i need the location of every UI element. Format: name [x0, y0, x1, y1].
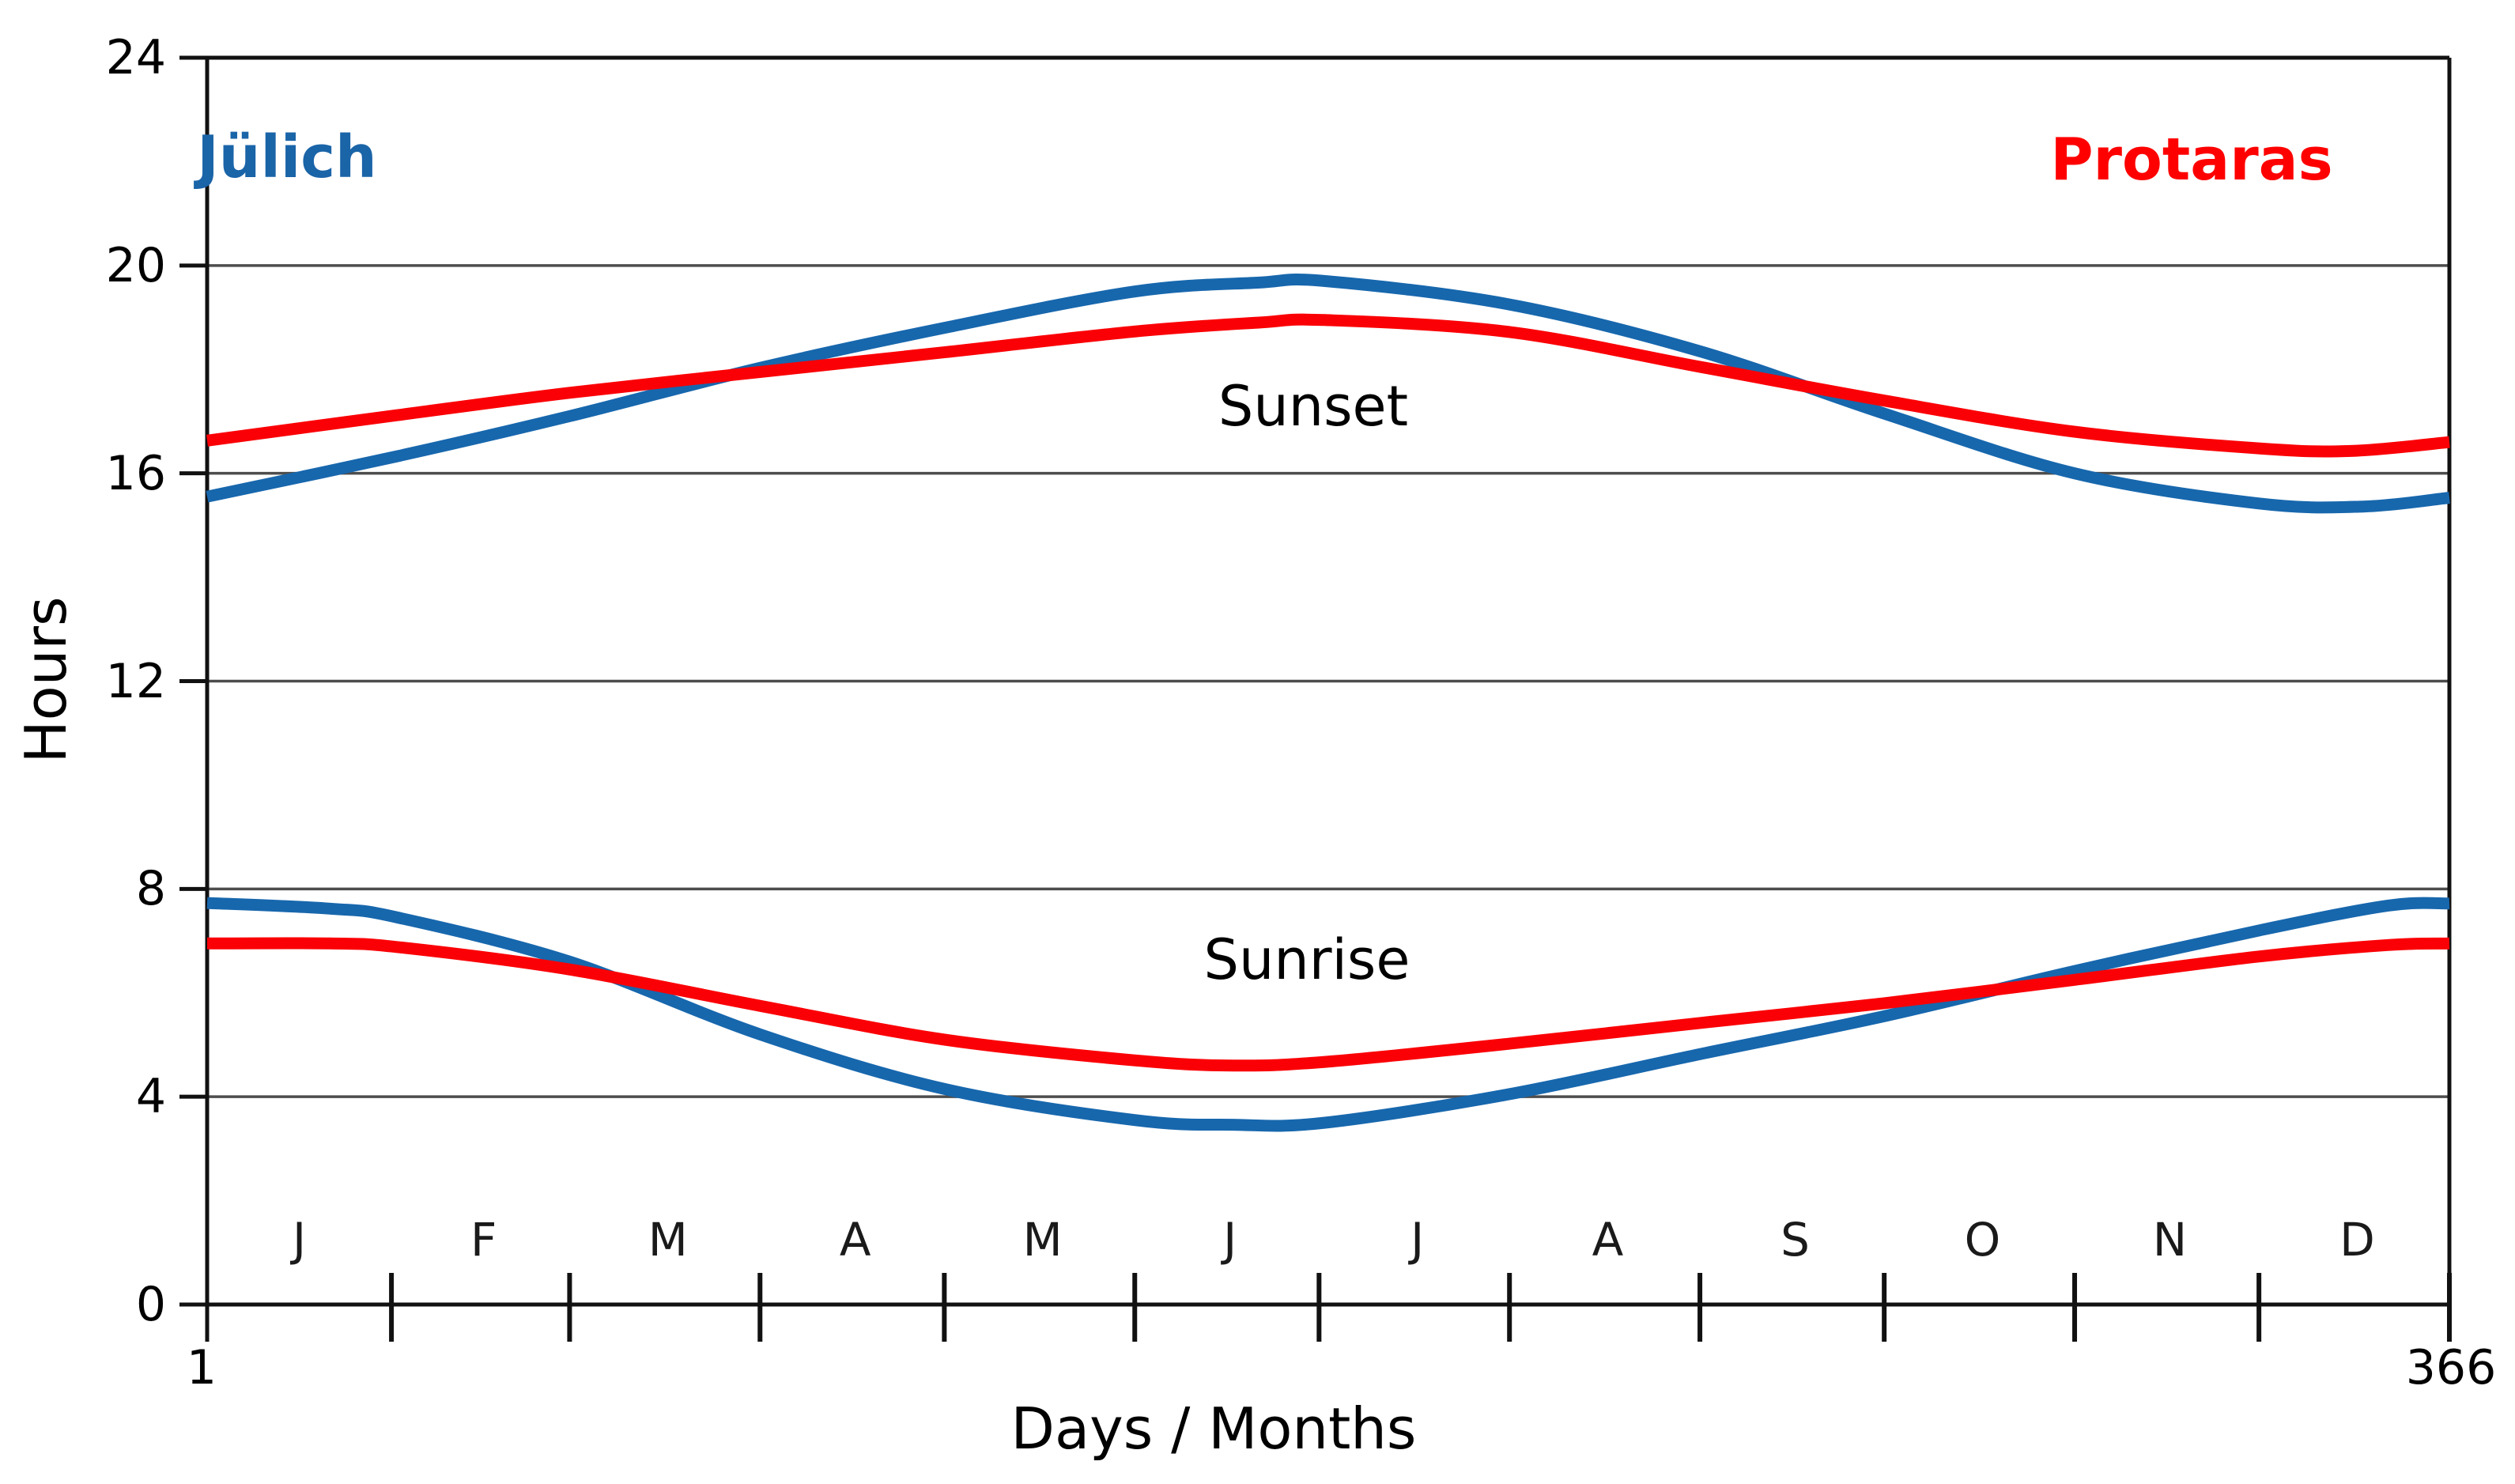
y-tick-label: 16 — [105, 445, 166, 501]
x-axis-end-label: 366 — [2405, 1340, 2497, 1395]
sunset-annotation: Sunset — [1218, 374, 1409, 439]
month-label: M — [1022, 1213, 1063, 1267]
sunrise-annotation: Sunrise — [1203, 927, 1410, 992]
month-label: S — [1781, 1213, 1810, 1267]
y-tick-label: 12 — [105, 653, 166, 709]
month-label: N — [2152, 1213, 2188, 1267]
month-label: A — [839, 1213, 871, 1267]
legend-protaras: Protaras — [2050, 126, 2333, 194]
x-axis-title: Days / Months — [1010, 1395, 1417, 1462]
y-tick-label: 0 — [135, 1277, 166, 1332]
series-j-lich-sunrise — [206, 897, 2450, 1132]
month-label: J — [292, 1213, 307, 1267]
month-label: J — [1223, 1213, 1237, 1267]
month-label: O — [1964, 1213, 2001, 1267]
y-tick-label: 24 — [105, 30, 166, 85]
series-protaras-sunset — [206, 313, 2450, 458]
series-protaras-sunrise — [206, 937, 2450, 1072]
y-tick-label: 8 — [135, 861, 166, 917]
y-tick-label: 20 — [105, 237, 166, 293]
month-label: M — [648, 1213, 688, 1267]
series-j-lich-sunset — [206, 274, 2450, 514]
x-axis-start-label: 1 — [186, 1340, 217, 1395]
month-label: D — [2339, 1213, 2375, 1267]
y-tick-label: 4 — [135, 1069, 166, 1125]
month-label: A — [1592, 1213, 1624, 1267]
month-label: J — [1410, 1213, 1425, 1267]
legend-julich: Jülich — [197, 123, 377, 191]
month-label: F — [470, 1213, 497, 1267]
